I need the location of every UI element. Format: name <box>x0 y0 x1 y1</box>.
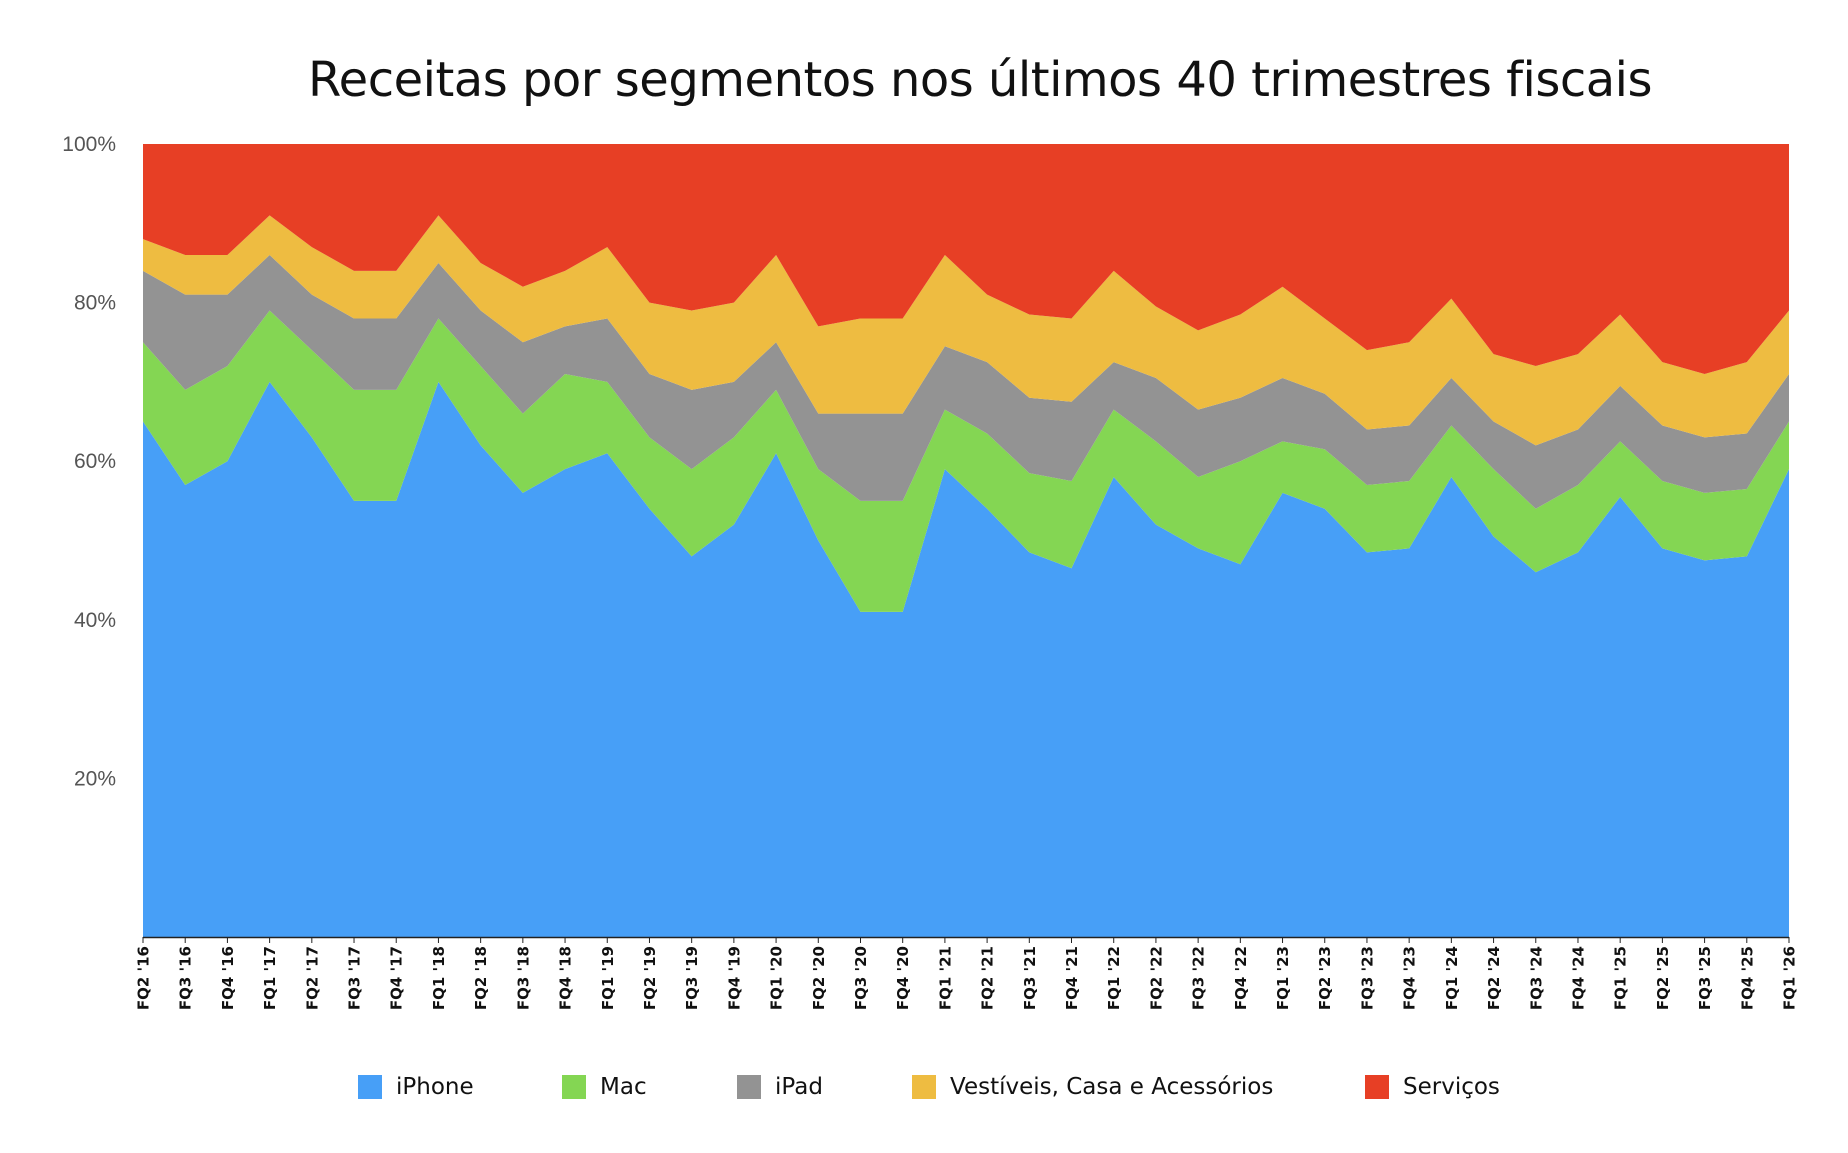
x-tick-label: FQ3 '17 <box>346 946 364 1010</box>
area-series-iphone <box>143 381 1789 937</box>
legend-swatch <box>737 1075 761 1099</box>
x-tick-label: FQ2 '16 <box>135 946 153 1010</box>
x-tick-label: FQ1 '23 <box>1274 946 1292 1010</box>
x-tick-label: FQ3 '22 <box>1190 946 1208 1010</box>
legend-label: Serviços <box>1403 1074 1500 1100</box>
y-tick-label: 60% <box>74 450 116 473</box>
x-tick-label: FQ3 '20 <box>852 946 870 1010</box>
x-tick-label: FQ4 '23 <box>1401 946 1419 1010</box>
x-tick-label: FQ4 '24 <box>1569 946 1587 1010</box>
legend-swatch <box>1365 1075 1389 1099</box>
x-tick-label: FQ2 '19 <box>641 946 659 1010</box>
legend-label: iPhone <box>396 1074 474 1100</box>
x-tick-label: FQ3 '25 <box>1696 946 1714 1010</box>
y-tick-label: 20% <box>74 767 116 790</box>
x-tick-label: FQ1 '17 <box>261 946 279 1010</box>
x-tick-label: FQ2 '22 <box>1147 946 1165 1010</box>
x-tick-label: FQ1 '25 <box>1612 946 1630 1010</box>
legend-item: Mac <box>562 1067 647 1107</box>
x-tick-label: FQ4 '16 <box>219 946 237 1010</box>
x-axis-ticks: FQ2 '16 FQ3 '16 FQ4 '16 FQ1 '17 FQ2 '17 FQ3 '… <box>135 937 1799 1010</box>
x-tick-label: FQ4 '22 <box>1232 946 1250 1010</box>
x-tick-label: FQ3 '16 <box>177 946 195 1010</box>
legend-swatch <box>912 1075 936 1099</box>
x-tick-label: FQ2 '18 <box>472 946 490 1010</box>
x-tick-label: FQ1 '24 <box>1443 946 1461 1010</box>
y-tick-label: 40% <box>74 609 116 632</box>
x-tick-label: FQ4 '19 <box>725 946 743 1010</box>
y-tick-label: 100% <box>62 133 116 156</box>
x-tick-label: FQ2 '23 <box>1316 946 1334 1010</box>
x-tick-label: FQ2 '21 <box>979 946 997 1010</box>
legend-swatch <box>562 1075 586 1099</box>
x-tick-label: FQ3 '18 <box>514 946 532 1010</box>
x-tick-label: FQ1 '26 <box>1781 946 1799 1010</box>
legend-item: iPad <box>737 1067 823 1107</box>
x-tick-label: FQ1 '20 <box>768 946 786 1010</box>
x-tick-label: FQ2 '24 <box>1485 946 1503 1010</box>
x-tick-label: FQ4 '17 <box>388 946 406 1010</box>
legend-label: Vestíveis, Casa e Acessórios <box>950 1074 1274 1100</box>
legend-item: iPhone <box>358 1067 474 1107</box>
x-tick-label: FQ4 '18 <box>557 946 575 1010</box>
legend-swatch <box>358 1075 382 1099</box>
chart-title: Receitas por segmentos nos últimos 40 tr… <box>307 52 1653 108</box>
x-tick-label: FQ2 '17 <box>303 946 321 1010</box>
legend: iPhone Mac iPad Vestíveis, Casa e Acessório… <box>0 1067 1848 1107</box>
x-tick-label: FQ3 '19 <box>683 946 701 1010</box>
area-series-ipad <box>143 255 1789 509</box>
x-tick-label: FQ3 '24 <box>1527 946 1545 1010</box>
x-tick-label: FQ2 '20 <box>810 946 828 1010</box>
x-tick-label: FQ3 '21 <box>1021 946 1039 1010</box>
x-tick-label: FQ1 '19 <box>599 946 617 1010</box>
area-series-mac <box>143 310 1789 612</box>
y-tick-label: 80% <box>74 292 116 315</box>
x-tick-label: FQ3 '23 <box>1358 946 1376 1010</box>
y-axis-ticks: 20% 40% 60% 80% 100% <box>62 133 116 790</box>
x-tick-label: FQ2 '25 <box>1654 946 1672 1010</box>
area-series-vest-veis-casa-e-acess-rios <box>143 215 1789 446</box>
legend-item: Vestíveis, Casa e Acessórios <box>912 1067 1273 1107</box>
area-series-servi-os <box>143 144 1789 374</box>
area-layers <box>143 144 1789 937</box>
legend-label: iPad <box>775 1074 823 1100</box>
x-tick-label: FQ1 '21 <box>936 946 954 1010</box>
x-tick-label: FQ1 '18 <box>430 946 448 1010</box>
legend-item: Serviços <box>1365 1067 1500 1107</box>
x-tick-label: FQ4 '25 <box>1738 946 1756 1010</box>
x-tick-label: FQ4 '21 <box>1063 946 1081 1010</box>
legend-label: Mac <box>600 1074 647 1100</box>
x-tick-label: FQ4 '20 <box>894 946 912 1010</box>
x-tick-label: FQ1 '22 <box>1105 946 1123 1010</box>
